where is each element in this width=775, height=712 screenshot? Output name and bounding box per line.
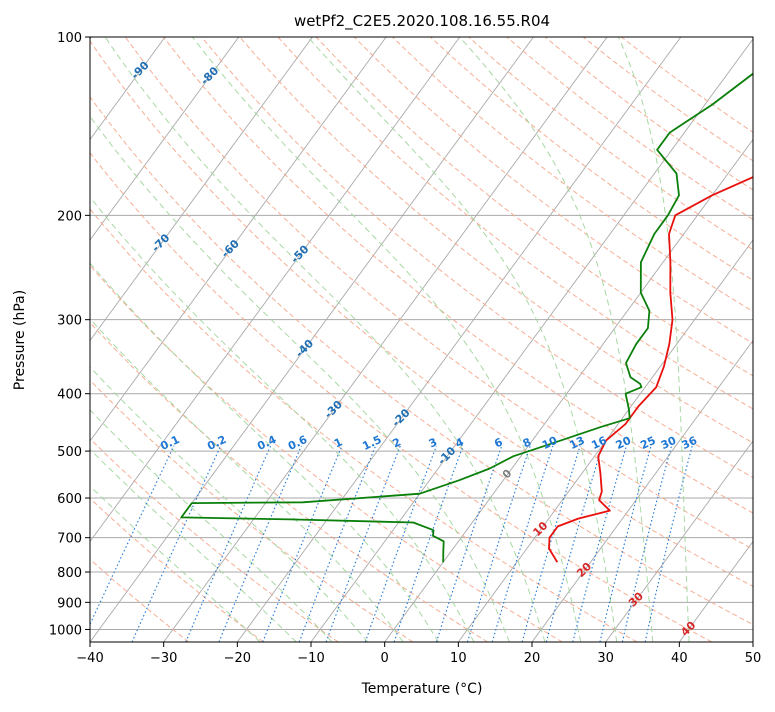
y-tick-label-1000: 1000 [49, 623, 82, 638]
x-axis-label: Temperature (°C) [361, 681, 483, 697]
y-tick-label-800: 800 [57, 566, 82, 581]
x-tick-label--10: −10 [297, 651, 324, 666]
y-tick-label-600: 600 [57, 492, 82, 507]
y-tick-label-400: 400 [57, 388, 82, 403]
x-tick-label-50: 50 [745, 651, 762, 666]
x-tick-label--30: −30 [150, 651, 177, 666]
y-tick-label-100: 100 [57, 31, 82, 46]
x-tick-label-30: 30 [597, 651, 614, 666]
y-tick-label-500: 500 [57, 445, 82, 460]
x-tick-label--20: −20 [224, 651, 251, 666]
x-tick-label-40: 40 [671, 651, 688, 666]
x-tick-label-20: 20 [524, 651, 541, 666]
chart-title: wetPf2_C2E5.2020.108.16.55.R04 [294, 12, 550, 31]
x-tick-label--40: −40 [76, 651, 103, 666]
y-tick-label-700: 700 [57, 532, 82, 547]
y-tick-label-300: 300 [57, 314, 82, 329]
y-tick-label-900: 900 [57, 596, 82, 611]
x-tick-label-0: 0 [381, 651, 389, 666]
y-axis-label: Pressure (hPa) [12, 290, 28, 390]
x-tick-label-10: 10 [450, 651, 467, 666]
y-tick-label-200: 200 [57, 209, 82, 224]
